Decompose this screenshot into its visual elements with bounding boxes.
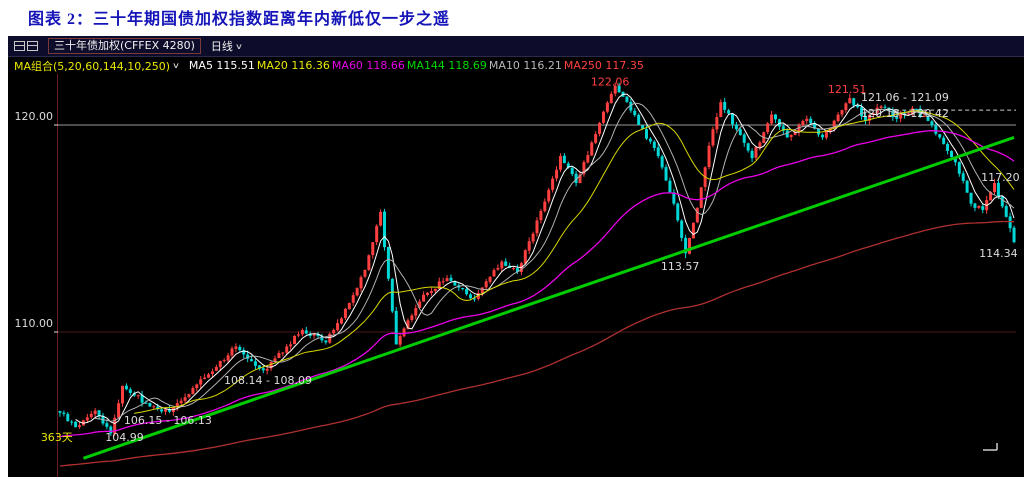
price-annotation: 121.51 [828, 83, 867, 96]
chevron-down-icon: ∨ [234, 41, 243, 51]
gridlines-layer [58, 109, 1016, 333]
y-axis-label: 120.00 [15, 110, 54, 123]
ma-line-MA20 [134, 110, 1015, 414]
ma-settings-dropdown[interactable]: MA组合(5,20,60,144,10,250) ∨ [14, 58, 181, 74]
ma-line-MA60 [59, 130, 1015, 438]
price-annotation: 108.14 - 108.09 [224, 374, 312, 387]
period-label: 日线 [210, 40, 233, 53]
ma-group-label: MA组合(5,20,60,144,10,250) [14, 59, 171, 73]
ma-value: MA144 118.69 [406, 59, 487, 72]
price-annotation: 122.06 [591, 76, 630, 89]
price-annotation: 104.99 [105, 431, 144, 444]
chart-header-row: 三十年债加权(CFFEX 4280) 日线 ∨ [8, 36, 1024, 57]
ma-value: MA60 118.66 [331, 59, 405, 72]
trendline[interactable] [82, 136, 1015, 460]
price-annotation: 114.34 [979, 247, 1018, 260]
ma-value: MA5 115.51 [188, 59, 255, 72]
y-axis-label: 110.00 [15, 317, 54, 330]
scrollbar-end-mark[interactable] [983, 443, 998, 451]
window-layout-icon [27, 41, 38, 51]
ma-value: MA250 117.35 [563, 59, 644, 72]
price-annotation: 106.15 - 106.13 [124, 414, 212, 427]
instrument-selector[interactable]: 三十年债加权(CFFEX 4280) [48, 38, 201, 54]
candles-layer [58, 82, 1016, 437]
y-axis: 120.00 110.00 [15, 74, 58, 477]
price-annotation: 363天 [41, 431, 73, 444]
window-layout-icons[interactable] [14, 41, 38, 51]
ma-header-row: MA组合(5,20,60,144,10,250) ∨ MA5 115.51 MA2… [8, 57, 1024, 74]
window-layout-icon [14, 41, 25, 51]
period-dropdown[interactable]: 日线 ∨ [210, 38, 243, 54]
ma-line-MA250 [59, 220, 1015, 467]
chart-panel: 三十年债加权(CFFEX 4280) 日线 ∨ MA组合(5,20,60,144… [8, 36, 1024, 477]
price-annotation: 121.06 - 121.09 [861, 91, 949, 104]
ma-line-MA5 [75, 93, 1015, 425]
price-annotation: 120.18 - 120.42 [861, 107, 949, 120]
ma-values: MA5 115.51 MA20 116.36 MA60 118.66 MA144 11… [189, 59, 646, 72]
ma-value: MA20 116.36 [256, 59, 330, 72]
page-title: 图表 2：三十年期国债加权指数距离年内新低仅一步之遥 [28, 11, 451, 28]
price-annotation: 117.20 [981, 171, 1020, 184]
ma-value: MA10 116.21 [488, 59, 562, 72]
moving-averages-layer [59, 93, 1015, 467]
ma-line-MA10 [95, 102, 1015, 422]
chevron-down-icon: ∨ [171, 61, 181, 70]
price-annotation: 113.57 [661, 260, 700, 273]
